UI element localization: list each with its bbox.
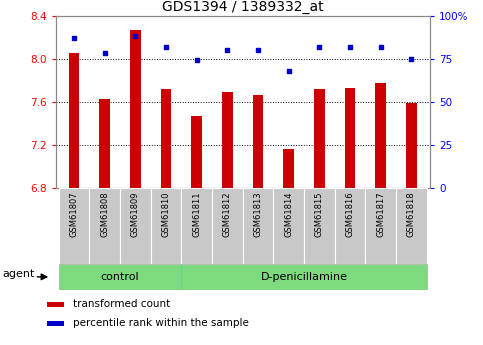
Text: GSM61812: GSM61812 [223, 192, 232, 237]
Bar [58, 264, 181, 290]
Title: GDS1394 / 1389332_at: GDS1394 / 1389332_at [162, 0, 324, 14]
Bar [58, 188, 89, 264]
Bar [314, 89, 325, 188]
Bar [47, 302, 64, 307]
Bar [99, 99, 110, 188]
Point [346, 44, 354, 49]
Text: GSM61809: GSM61809 [131, 192, 140, 237]
Bar [151, 188, 181, 264]
Point [285, 68, 293, 73]
Text: GSM61815: GSM61815 [315, 192, 324, 237]
Bar [69, 53, 79, 188]
Point [315, 44, 323, 49]
Bar [345, 88, 355, 188]
Bar [89, 188, 120, 264]
Point [70, 35, 78, 41]
Bar [273, 188, 304, 264]
Text: GSM61814: GSM61814 [284, 192, 293, 237]
Point [101, 51, 109, 56]
Text: control: control [100, 272, 139, 282]
Bar [284, 149, 294, 188]
Text: GSM61811: GSM61811 [192, 192, 201, 237]
Text: D-penicillamine: D-penicillamine [260, 272, 348, 282]
Bar [406, 103, 417, 188]
Point [377, 44, 384, 49]
Bar [161, 89, 171, 188]
Bar [375, 83, 386, 188]
Bar [47, 321, 64, 326]
Bar [243, 188, 273, 264]
Bar [120, 188, 151, 264]
Bar [181, 188, 212, 264]
Text: GSM61813: GSM61813 [254, 192, 263, 237]
Point [408, 56, 415, 61]
Point [162, 44, 170, 49]
Text: GSM61807: GSM61807 [70, 192, 78, 237]
Bar [366, 188, 396, 264]
Text: GSM61818: GSM61818 [407, 192, 416, 237]
Point [254, 47, 262, 53]
Text: GSM61808: GSM61808 [100, 192, 109, 237]
Text: GSM61816: GSM61816 [346, 192, 355, 237]
Point [131, 33, 139, 39]
Point [193, 58, 200, 63]
Bar [335, 188, 366, 264]
Text: transformed count: transformed count [72, 299, 170, 309]
Text: GSM61810: GSM61810 [161, 192, 170, 237]
Bar [222, 92, 233, 188]
Bar [253, 95, 263, 188]
Bar [304, 188, 335, 264]
Text: percentile rank within the sample: percentile rank within the sample [72, 318, 249, 328]
Bar [212, 188, 243, 264]
Point [224, 47, 231, 53]
Bar [130, 30, 141, 188]
Bar [396, 188, 427, 264]
Bar [191, 116, 202, 188]
Text: GSM61817: GSM61817 [376, 192, 385, 237]
Text: agent: agent [3, 269, 35, 279]
Bar [181, 264, 427, 290]
